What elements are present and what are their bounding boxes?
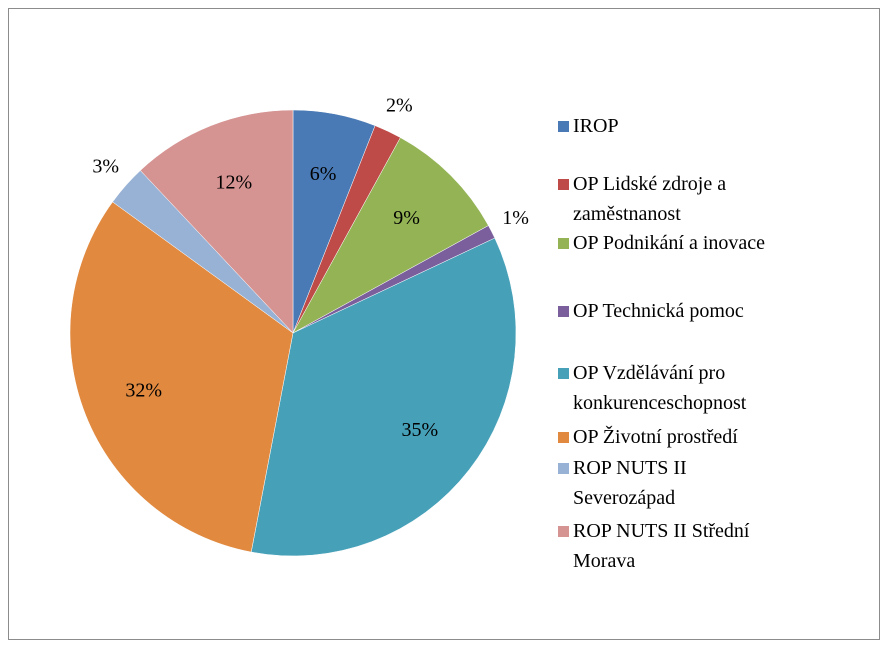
legend-label: OP Vzdělávání pro konkurenceschopnost (573, 362, 747, 414)
pie-slice (139, 109, 294, 334)
legend-entry: ROP NUTS II Severozápad (558, 453, 773, 513)
legend-entry: OP Lidské zdroje a zaměstnanost (558, 169, 773, 229)
data-label: 12% (216, 171, 253, 193)
legend-swatch (558, 121, 569, 132)
legend-swatch (558, 526, 569, 537)
data-label: 6% (310, 163, 337, 185)
legend-label: OP Technická pomoc (573, 300, 744, 322)
legend-entry: OP Vzdělávání pro konkurenceschopnost (558, 358, 773, 418)
legend-entry: ROP NUTS II Střední Morava (558, 516, 773, 576)
legend-swatch (558, 306, 569, 317)
legend-swatch (558, 432, 569, 443)
pie-slice (250, 237, 517, 557)
data-label: 9% (393, 207, 420, 229)
data-label: 1% (502, 207, 529, 229)
legend-swatch (558, 179, 569, 190)
pie-slice (292, 137, 489, 334)
legend-label: ROP NUTS II Střední Morava (573, 520, 750, 572)
legend-label: OP Podnikání a inovace (573, 232, 766, 254)
data-label: 35% (402, 419, 439, 441)
pie-slice (69, 201, 294, 553)
legend-entry: OP Životní prostředí (558, 422, 773, 452)
legend-label: OP Lidské zdroje a zaměstnanost (573, 173, 727, 225)
legend-label: OP Životní prostředí (573, 426, 738, 448)
data-label: 32% (125, 380, 162, 402)
legend-swatch (558, 368, 569, 379)
data-label: 2% (386, 95, 413, 117)
legend-label: IROP (573, 115, 619, 137)
legend-entry: OP Podnikání a inovace (558, 228, 773, 258)
legend-label: ROP NUTS II Severozápad (573, 457, 687, 509)
legend-entry: OP Technická pomoc (558, 296, 773, 326)
legend-swatch (558, 463, 569, 474)
legend-swatch (558, 238, 569, 249)
legend-entry: IROP (558, 111, 773, 141)
data-label: 3% (92, 155, 119, 177)
